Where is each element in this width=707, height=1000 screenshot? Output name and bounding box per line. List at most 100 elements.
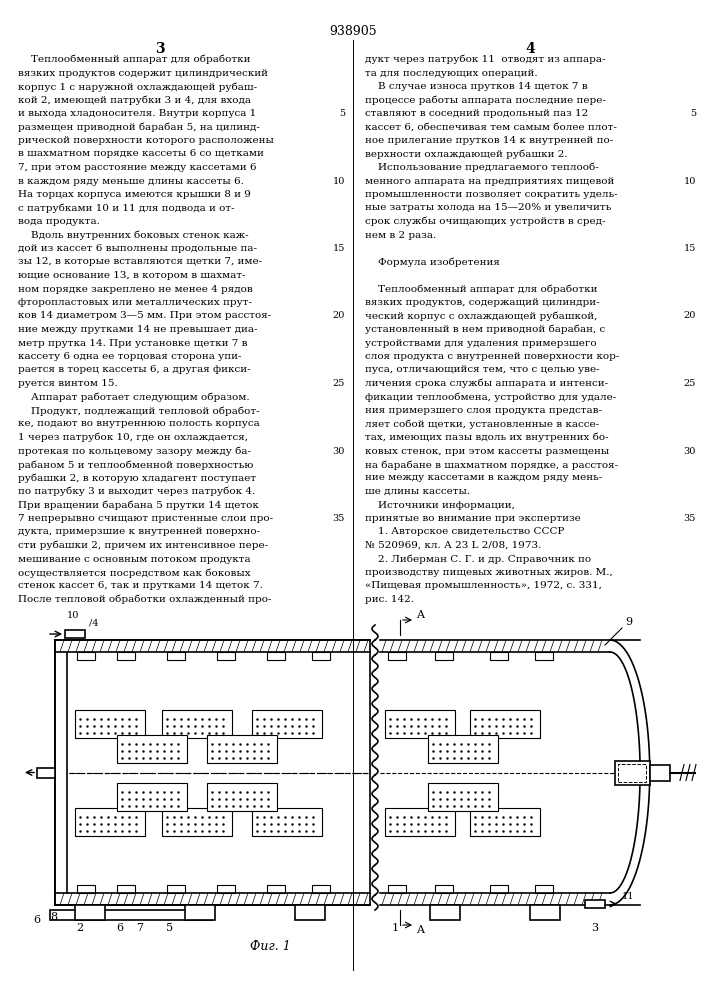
- Text: 25: 25: [684, 379, 696, 388]
- Text: та для последующих операций.: та для последующих операций.: [365, 68, 537, 78]
- Bar: [430, 905, 460, 920]
- Text: рубашки 2, в которую хладагент поступает: рубашки 2, в которую хладагент поступает: [18, 474, 256, 483]
- Text: производству пищевых животных жиров. М.,: производству пищевых животных жиров. М.,: [365, 568, 613, 577]
- Text: Вдоль внутренних боковых стенок каж-: Вдоль внутренних боковых стенок каж-: [18, 231, 249, 240]
- Bar: [75, 905, 105, 920]
- Text: рается в торец кассеты 6, а другая фикси-: рается в торец кассеты 6, а другая фикси…: [18, 365, 250, 374]
- Text: 15: 15: [332, 244, 345, 253]
- Text: 938905: 938905: [329, 25, 377, 38]
- Text: размещен приводной барабан 5, на цилинд-: размещен приводной барабан 5, на цилинд-: [18, 122, 260, 132]
- Text: осуществляется посредством как боковых: осуществляется посредством как боковых: [18, 568, 250, 578]
- Bar: [167, 652, 185, 660]
- Text: 11: 11: [622, 892, 634, 901]
- Text: 30: 30: [332, 446, 345, 456]
- Text: установленный в нем приводной барабан, с: установленный в нем приводной барабан, с: [365, 325, 605, 334]
- Bar: [217, 885, 235, 893]
- Text: A: A: [416, 925, 424, 935]
- Text: тах, имеющих пазы вдоль их внутренних бо-: тах, имеющих пазы вдоль их внутренних бо…: [365, 433, 609, 442]
- Bar: [185, 905, 215, 920]
- Bar: [207, 782, 277, 810]
- Bar: [530, 905, 560, 920]
- Text: пуса, отличающийся тем, что с целью уве-: пуса, отличающийся тем, что с целью уве-: [365, 365, 600, 374]
- Bar: [77, 885, 95, 893]
- Text: 1. Авторское свидетельство СССР: 1. Авторское свидетельство СССР: [365, 528, 564, 536]
- Bar: [585, 900, 605, 908]
- Text: ном порядке закреплено не менее 4 рядов: ном порядке закреплено не менее 4 рядов: [18, 284, 252, 294]
- Text: ющие основание 13, в котором в шахмат-: ющие основание 13, в котором в шахмат-: [18, 271, 245, 280]
- Bar: [490, 652, 508, 660]
- Text: «Пищевая промышленность», 1972, с. 331,: «Пищевая промышленность», 1972, с. 331,: [365, 582, 602, 590]
- Text: Фиг. 1: Фиг. 1: [250, 940, 291, 953]
- Text: 25: 25: [332, 379, 345, 388]
- Text: сти рубашки 2, причем их интенсивное пере-: сти рубашки 2, причем их интенсивное пер…: [18, 541, 268, 550]
- Text: метр прутка 14. При установке щетки 7 в: метр прутка 14. При установке щетки 7 в: [18, 338, 247, 348]
- Text: кассет 6, обеспечивая тем самым более плот-: кассет 6, обеспечивая тем самым более пл…: [365, 122, 617, 131]
- Text: дукта, примерзшие к внутренней поверхно-: дукта, примерзшие к внутренней поверхно-: [18, 528, 260, 536]
- Text: 5: 5: [166, 923, 173, 933]
- Bar: [312, 652, 330, 660]
- Text: ковых стенок, при этом кассеты размещены: ковых стенок, при этом кассеты размещены: [365, 446, 609, 456]
- Text: рической поверхности которого расположены: рической поверхности которого расположен…: [18, 136, 274, 145]
- Text: фторопластовых или металлических прут-: фторопластовых или металлических прут-: [18, 298, 252, 307]
- Bar: [167, 885, 185, 893]
- Text: с патрубками 10 и 11 для подвода и от-: с патрубками 10 и 11 для подвода и от-: [18, 204, 235, 213]
- Text: протекая по кольцевому зазору между ба-: протекая по кольцевому зазору между ба-: [18, 446, 251, 456]
- Text: Теплообменный аппарат для обработки: Теплообменный аппарат для обработки: [365, 284, 597, 294]
- Bar: [618, 764, 646, 782]
- Text: 8: 8: [50, 912, 57, 922]
- Text: 20: 20: [684, 312, 696, 320]
- Text: 35: 35: [332, 514, 345, 523]
- Bar: [117, 734, 187, 762]
- Text: кой 2, имеющей патрубки 3 и 4, для входа: кой 2, имеющей патрубки 3 и 4, для входа: [18, 96, 251, 105]
- Text: зы 12, в которые вставляются щетки 7, име-: зы 12, в которые вставляются щетки 7, им…: [18, 257, 262, 266]
- Text: устройствами для удаления примерзшего: устройствами для удаления примерзшего: [365, 338, 597, 348]
- Text: срок службы очищающих устройств в сред-: срок службы очищающих устройств в сред-: [365, 217, 605, 227]
- Bar: [75, 710, 145, 738]
- Text: в каждом ряду меньше длины кассеты 6.: в каждом ряду меньше длины кассеты 6.: [18, 176, 244, 186]
- Text: руется винтом 15.: руется винтом 15.: [18, 379, 118, 388]
- Text: ке, подают во внутреннюю полость корпуса: ке, подают во внутреннюю полость корпуса: [18, 420, 259, 428]
- Text: № 520969, кл. А 23 L 2/08, 1973.: № 520969, кл. А 23 L 2/08, 1973.: [365, 541, 542, 550]
- Text: В случае износа прутков 14 щеток 7 в: В случае износа прутков 14 щеток 7 в: [365, 82, 588, 91]
- Text: После тепловой обработки охлажденный про-: После тепловой обработки охлажденный про…: [18, 595, 271, 604]
- Text: 9: 9: [625, 617, 632, 627]
- Bar: [428, 734, 498, 762]
- Text: 4: 4: [525, 42, 535, 56]
- Text: рабаном 5 и теплообменной поверхностью: рабаном 5 и теплообменной поверхностью: [18, 460, 253, 470]
- Text: ков 14 диаметром 3—5 мм. При этом расстоя-: ков 14 диаметром 3—5 мм. При этом рассто…: [18, 312, 271, 320]
- Text: рис. 142.: рис. 142.: [365, 595, 414, 604]
- Bar: [117, 652, 135, 660]
- Text: 5: 5: [339, 109, 345, 118]
- Bar: [162, 710, 232, 738]
- Text: ние между прутками 14 не превышает диа-: ние между прутками 14 не превышает диа-: [18, 325, 257, 334]
- Text: дой из кассет 6 выполнены продольные па-: дой из кассет 6 выполнены продольные па-: [18, 244, 257, 253]
- Text: верхности охлаждающей рубашки 2.: верхности охлаждающей рубашки 2.: [365, 149, 568, 159]
- Text: ше длины кассеты.: ше длины кассеты.: [365, 487, 470, 496]
- Text: Продукт, подлежащий тепловой обработ-: Продукт, подлежащий тепловой обработ-: [18, 406, 259, 416]
- Text: 35: 35: [684, 514, 696, 523]
- Text: 2. Либерман С. Г. и др. Справочник по: 2. Либерман С. Г. и др. Справочник по: [365, 554, 591, 564]
- Text: 20: 20: [332, 312, 345, 320]
- Text: вязких продуктов содержит цилиндрический: вязких продуктов содержит цилиндрический: [18, 68, 268, 78]
- Text: При вращении барабана 5 прутки 14 щеток: При вращении барабана 5 прутки 14 щеток: [18, 500, 259, 510]
- Text: на барабане в шахматном порядке, а расстоя-: на барабане в шахматном порядке, а расст…: [365, 460, 618, 470]
- Text: 7, при этом расстояние между кассетами 6: 7, при этом расстояние между кассетами 6: [18, 163, 257, 172]
- Text: ные затраты холода на 15—20% и увеличить: ные затраты холода на 15—20% и увеличить: [365, 204, 612, 213]
- Text: Аппарат работает следующим образом.: Аппарат работает следующим образом.: [18, 392, 250, 402]
- Bar: [650, 764, 670, 780]
- Text: и выхода хладоносителя. Внутри корпуса 1: и выхода хладоносителя. Внутри корпуса 1: [18, 109, 256, 118]
- Text: кассету 6 одна ее торцовая сторона упи-: кассету 6 одна ее торцовая сторона упи-: [18, 352, 242, 361]
- Text: промышленности позволяет сократить удель-: промышленности позволяет сократить удель…: [365, 190, 618, 199]
- Bar: [470, 808, 540, 836]
- Text: ния примерзшего слоя продукта представ-: ния примерзшего слоя продукта представ-: [365, 406, 602, 415]
- Bar: [267, 885, 285, 893]
- Bar: [385, 808, 455, 836]
- Bar: [470, 710, 540, 738]
- Text: Формула изобретения: Формула изобретения: [365, 257, 500, 267]
- Bar: [65, 630, 85, 638]
- Text: вязких продуктов, содержащий цилиндри-: вязких продуктов, содержащий цилиндри-: [365, 298, 600, 307]
- Bar: [117, 885, 135, 893]
- Text: 15: 15: [684, 244, 696, 253]
- Text: фикации теплообмена, устройство для удале-: фикации теплообмена, устройство для удал…: [365, 392, 617, 402]
- Bar: [207, 734, 277, 762]
